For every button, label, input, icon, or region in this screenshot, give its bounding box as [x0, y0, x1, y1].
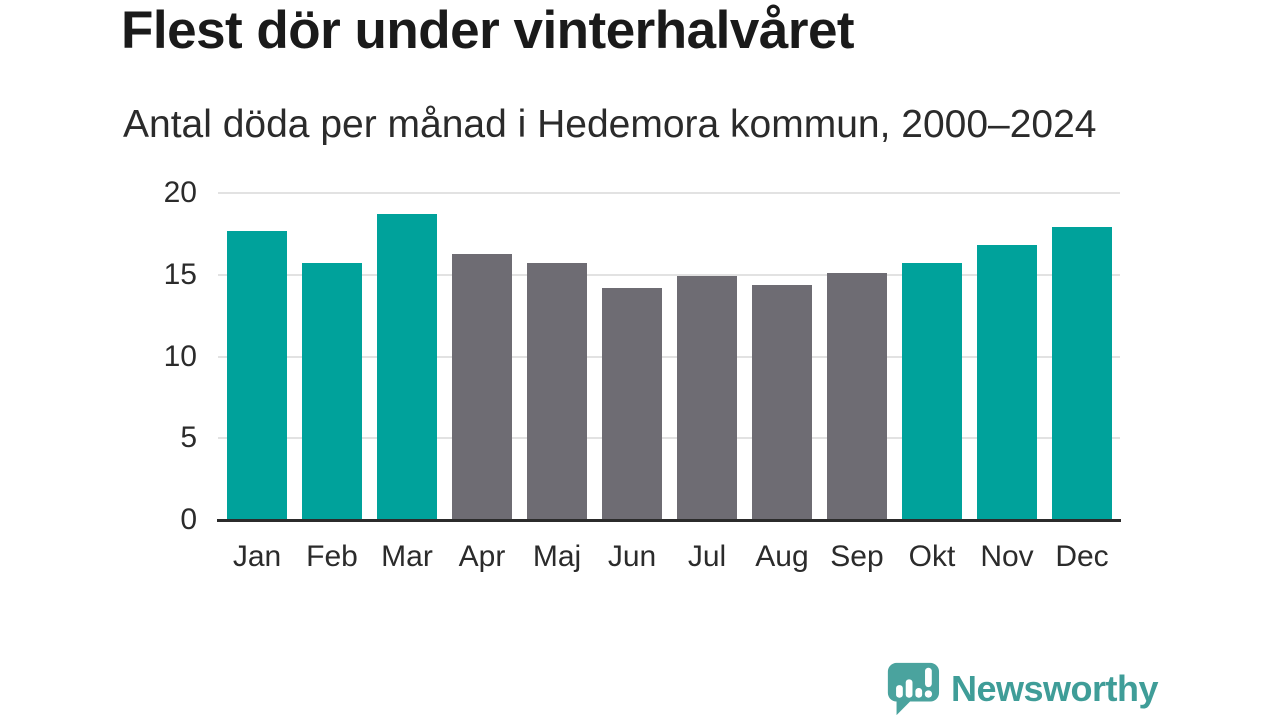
x-tick-label-jul: Jul — [687, 540, 727, 573]
newsworthy-logo: Newsworthy — [883, 661, 1159, 717]
plot-area — [217, 192, 1121, 522]
y-tick-label-20: 20 — [163, 176, 197, 209]
bar-series — [218, 193, 1120, 520]
chart-title: Flest dör under vinterhalvåret — [121, 1, 855, 60]
chart-subtitle: Antal döda per månad i Hedemora kommun, … — [123, 103, 1097, 146]
gridline-5 — [218, 437, 1120, 440]
gridline-20 — [218, 192, 1120, 194]
x-tick-label-mar: Mar — [381, 540, 433, 573]
gridline-15 — [218, 273, 1120, 276]
bar-aug — [752, 284, 812, 520]
bar-nov — [977, 245, 1037, 520]
x-axis: Jan Feb Mar Apr Maj Jun Jul Aug Sep Okt Nov Dec — [218, 540, 1120, 573]
bar-apr — [452, 253, 512, 520]
x-tick-label-dec: Dec — [1055, 540, 1109, 573]
newsworthy-logo-text: Newsworthy — [950, 668, 1159, 709]
bar-jun — [602, 287, 662, 520]
x-axis-line — [217, 518, 1121, 522]
x-tick-label-sep: Sep — [830, 540, 884, 573]
bar-sep — [827, 273, 887, 520]
bar-mar — [377, 214, 437, 520]
y-axis: 0 5 10 15 20 — [110, 176, 200, 536]
x-tick-label-nov: Nov — [980, 540, 1034, 573]
bar-dec — [1052, 227, 1112, 520]
x-tick-label-feb: Feb — [306, 540, 358, 573]
x-tick-label-okt: Okt — [908, 540, 956, 573]
bar-feb — [302, 263, 362, 520]
bar-jul — [677, 276, 737, 520]
y-tick-label-15: 15 — [163, 257, 197, 291]
x-tick-label-maj: Maj — [532, 540, 582, 573]
bar-jan — [227, 230, 287, 520]
bar-maj — [527, 263, 587, 520]
gridline-10 — [218, 355, 1120, 358]
x-tick-label-apr: Apr — [458, 540, 506, 573]
y-tick-label-0: 0 — [180, 503, 197, 536]
x-tick-label-aug: Aug — [755, 540, 809, 573]
x-tick-label-jan: Jan — [232, 540, 282, 573]
newsworthy-logo-icon — [887, 662, 939, 716]
bar-okt — [902, 263, 962, 520]
x-tick-label-jun: Jun — [607, 540, 657, 573]
y-tick-label-5: 5 — [180, 421, 197, 455]
y-tick-label-10: 10 — [163, 339, 197, 373]
